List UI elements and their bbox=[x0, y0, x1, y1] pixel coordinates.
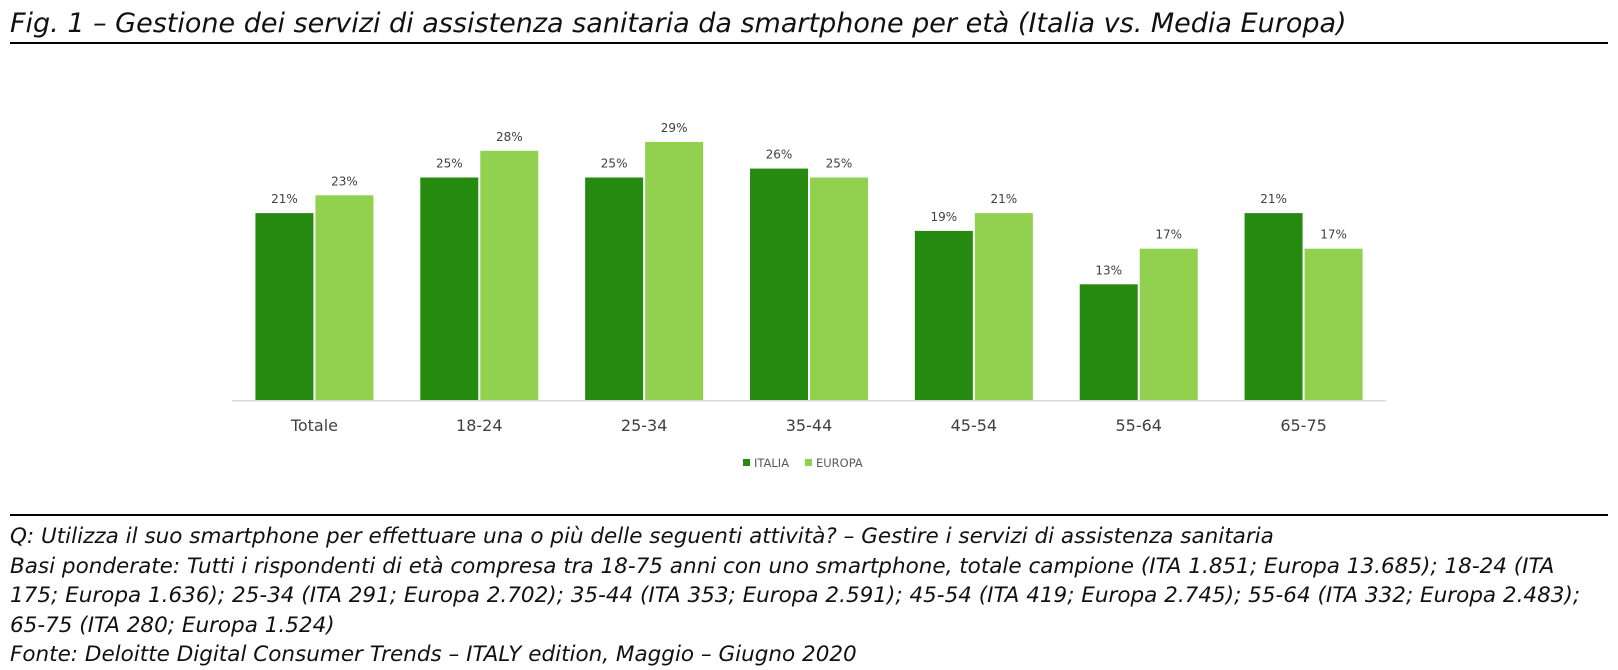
data-label-italia-25-34: 25% bbox=[601, 157, 628, 171]
figure-notes: Q: Utilizza il suo smartphone per effett… bbox=[10, 514, 1608, 670]
data-label-europa-55-64: 17% bbox=[1155, 228, 1182, 242]
data-label-europa-35-44: 25% bbox=[826, 157, 853, 171]
bar-europa-25-34 bbox=[645, 141, 704, 400]
bar-italia-18-24 bbox=[420, 177, 479, 400]
x-tick-label: 65-75 bbox=[1280, 416, 1327, 435]
data-label-europa-45-54: 21% bbox=[991, 192, 1018, 206]
bar-italia-65-75 bbox=[1244, 213, 1303, 400]
data-label-italia-45-54: 19% bbox=[931, 210, 958, 224]
data-label-italia-18-24: 25% bbox=[436, 157, 463, 171]
legend-swatch-italia bbox=[743, 459, 750, 466]
legend-label-italia: ITALIA bbox=[754, 456, 789, 470]
bar-europa-45-54 bbox=[974, 213, 1033, 400]
question-note: Q: Utilizza il suo smartphone per effett… bbox=[10, 524, 1274, 549]
bar-europa-totale bbox=[315, 195, 374, 400]
bar-europa-65-75 bbox=[1304, 248, 1363, 400]
bar-italia-55-64 bbox=[1079, 284, 1138, 400]
x-tick-label: 45-54 bbox=[951, 416, 998, 435]
x-tick-label: 25-34 bbox=[621, 416, 668, 435]
bars-group bbox=[255, 141, 1363, 400]
bar-europa-55-64 bbox=[1139, 248, 1198, 400]
legend: ITALIA EUROPA bbox=[743, 456, 863, 470]
bar-italia-25-34 bbox=[585, 177, 644, 400]
x-tick-labels-group: Totale 18-24 25-34 35-44 45-54 55-64 65-75 bbox=[290, 416, 1327, 435]
data-label-europa-18-24: 28% bbox=[496, 130, 523, 144]
data-label-italia-35-44: 26% bbox=[766, 148, 793, 162]
legend-label-europa: EUROPA bbox=[816, 456, 863, 470]
weighted-bases-note: Basi ponderate: Tutti i rispondenti di e… bbox=[10, 553, 1581, 638]
data-label-italia-55-64: 13% bbox=[1095, 263, 1122, 277]
value-labels-group: 21% 23% 25% 28% 25% 29% 26% 25% 19% 21% 13% 17% 21% 1… bbox=[271, 121, 1347, 277]
x-tick-label: 55-64 bbox=[1115, 416, 1162, 435]
legend-swatch-europa bbox=[805, 459, 812, 466]
x-tick-label: 35-44 bbox=[786, 416, 833, 435]
data-label-italia-65-75: 21% bbox=[1260, 192, 1287, 206]
data-label-europa-totale: 23% bbox=[331, 174, 358, 188]
data-label-italia-totale: 21% bbox=[271, 192, 298, 206]
bar-chart: 21% 23% 25% 28% 25% 29% 26% 25% 19% 21% 13% 17% 21% 1… bbox=[232, 121, 1386, 470]
source-note: Fonte: Deloitte Digital Consumer Trends … bbox=[10, 642, 857, 667]
data-label-europa-25-34: 29% bbox=[661, 121, 688, 135]
data-label-europa-65-75: 17% bbox=[1320, 228, 1347, 242]
bar-europa-18-24 bbox=[480, 150, 539, 400]
bar-italia-45-54 bbox=[914, 230, 973, 400]
figure-title: Fig. 1 – Gestione dei servizi di assiste… bbox=[10, 6, 1608, 44]
x-tick-label: 18-24 bbox=[456, 416, 503, 435]
bar-italia-totale bbox=[255, 213, 314, 400]
bar-italia-35-44 bbox=[750, 168, 808, 400]
x-tick-label: Totale bbox=[290, 416, 338, 435]
bar-europa-35-44 bbox=[810, 177, 868, 400]
